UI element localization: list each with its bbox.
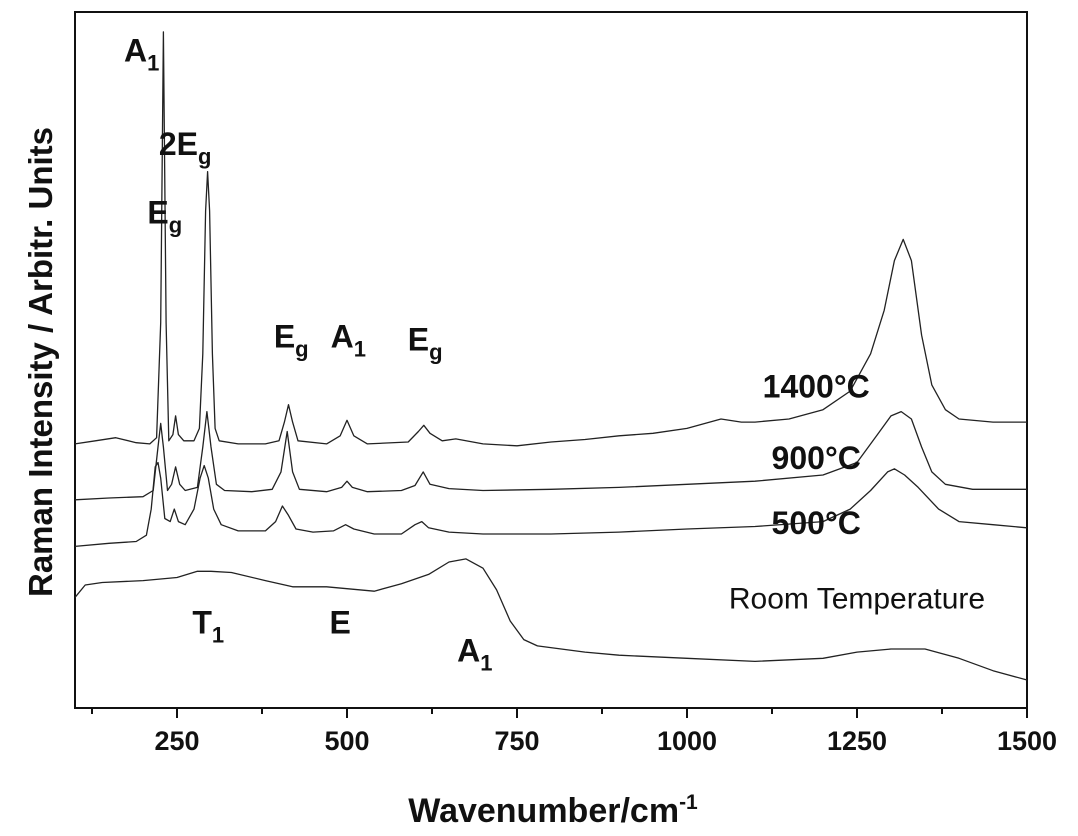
x-tick-label: 1000 [657, 726, 717, 756]
series-line-2 [74, 461, 1028, 548]
peak-annotations: A1 2Eg Eg Eg A1 Eg T1 E A1 [124, 33, 493, 676]
series-line-3 [74, 558, 1028, 681]
x-axis-ticks [91, 708, 1028, 718]
plot-border [74, 11, 1028, 709]
x-axis-label: Wavenumber/cm-1 [408, 791, 698, 830]
x-tick-label: 750 [494, 726, 539, 756]
peak-label-8: A1 [457, 632, 492, 675]
curve-labels: 1400°C 900°C 500°C Room Temperature [729, 368, 985, 615]
series-lines [74, 31, 1028, 681]
peak-label-6: T1 [192, 604, 224, 647]
x-tick-label: 250 [154, 726, 199, 756]
curve-label-2: 500°C [772, 505, 861, 541]
peak-label-3: Eg [274, 319, 309, 362]
series-line-1 [74, 410, 1027, 501]
peak-label-1: 2Eg [159, 126, 212, 169]
x-tick-label: 1250 [827, 726, 887, 756]
peak-label-0: A1 [124, 33, 159, 76]
plot-frame [74, 11, 1028, 709]
peak-label-4: A1 [331, 319, 366, 362]
y-axis-label: Raman Intensity / Arbitr. Units [22, 127, 59, 597]
x-tick-label: 1500 [997, 726, 1057, 756]
x-axis-tick-labels: 250 500 750 1000 1250 1500 [154, 726, 1057, 756]
peak-label-5: Eg [408, 322, 443, 365]
curve-label-1: 900°C [772, 440, 861, 476]
peak-label-2: Eg [147, 194, 182, 237]
curve-label-0: 1400°C [763, 368, 870, 404]
series-line-0 [74, 31, 1027, 447]
curve-label-3: Room Temperature [729, 583, 985, 616]
x-tick-label: 500 [324, 726, 369, 756]
peak-label-7: E [330, 604, 351, 640]
